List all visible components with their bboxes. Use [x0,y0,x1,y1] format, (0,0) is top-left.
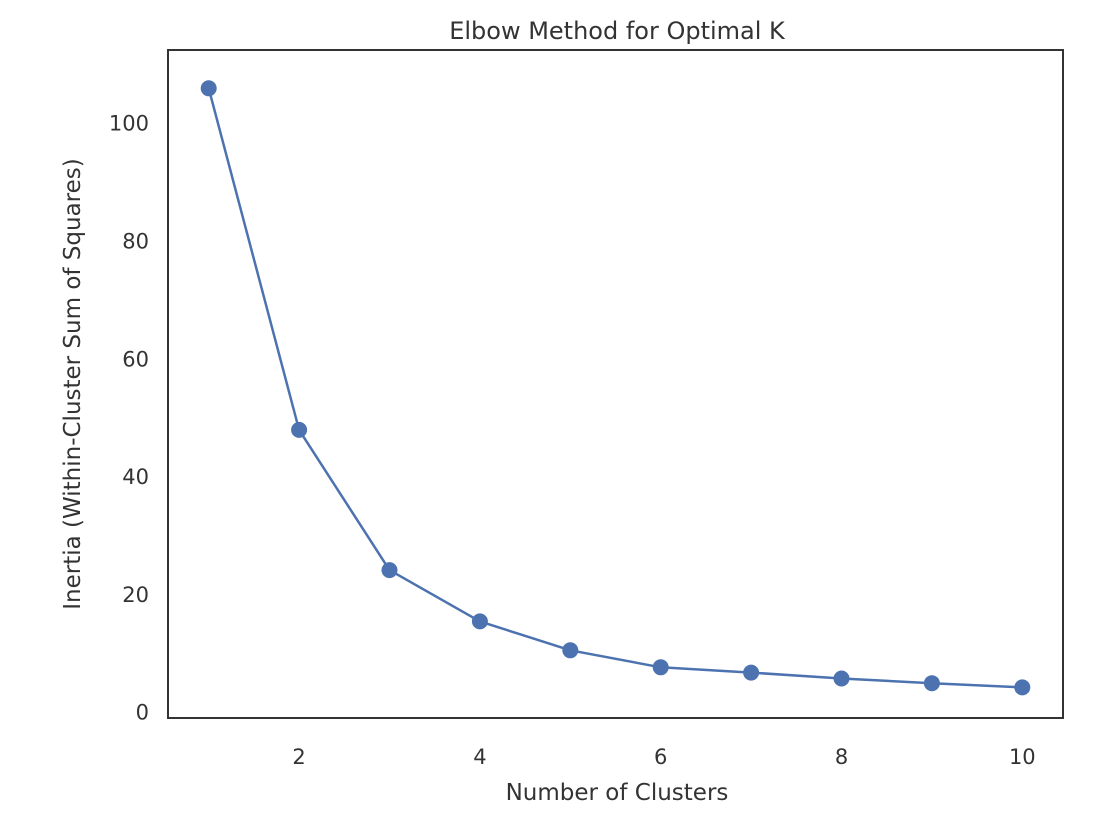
data-point [381,562,398,579]
x-tick-label: 4 [473,745,486,769]
data-point [923,675,940,692]
data-point [471,613,488,630]
data-point [562,642,579,659]
y-axis-label: Inertia (Within-Cluster Sum of Squares) [60,158,86,610]
series-line [207,87,1023,689]
y-tick-label: 60 [122,347,149,371]
y-tick-label: 100 [109,112,149,136]
data-point [1014,679,1031,696]
x-tick-label: 2 [292,745,305,769]
data-point [743,664,760,681]
x-axis-ticks: 2 4 6 8 10 [292,745,1035,769]
data-point [200,80,217,97]
data-point [291,421,308,438]
x-tick-label: 6 [654,745,667,769]
y-tick-label: 80 [122,229,149,253]
y-tick-label: 20 [122,583,149,607]
series-layer [200,80,1031,696]
x-tick-label: 10 [1009,745,1036,769]
plot-frame [167,49,1064,719]
y-tick-label: 0 [136,701,149,725]
data-point [652,659,669,676]
data-point [833,670,850,687]
y-axis-ticks: 0 20 40 60 80 100 [109,112,149,725]
x-tick-label: 8 [835,745,848,769]
x-axis-label: Number of Clusters [506,780,729,806]
chart-title: Elbow Method for Optimal K [449,17,786,45]
y-tick-label: 40 [122,465,149,489]
plot-area [167,49,1064,719]
